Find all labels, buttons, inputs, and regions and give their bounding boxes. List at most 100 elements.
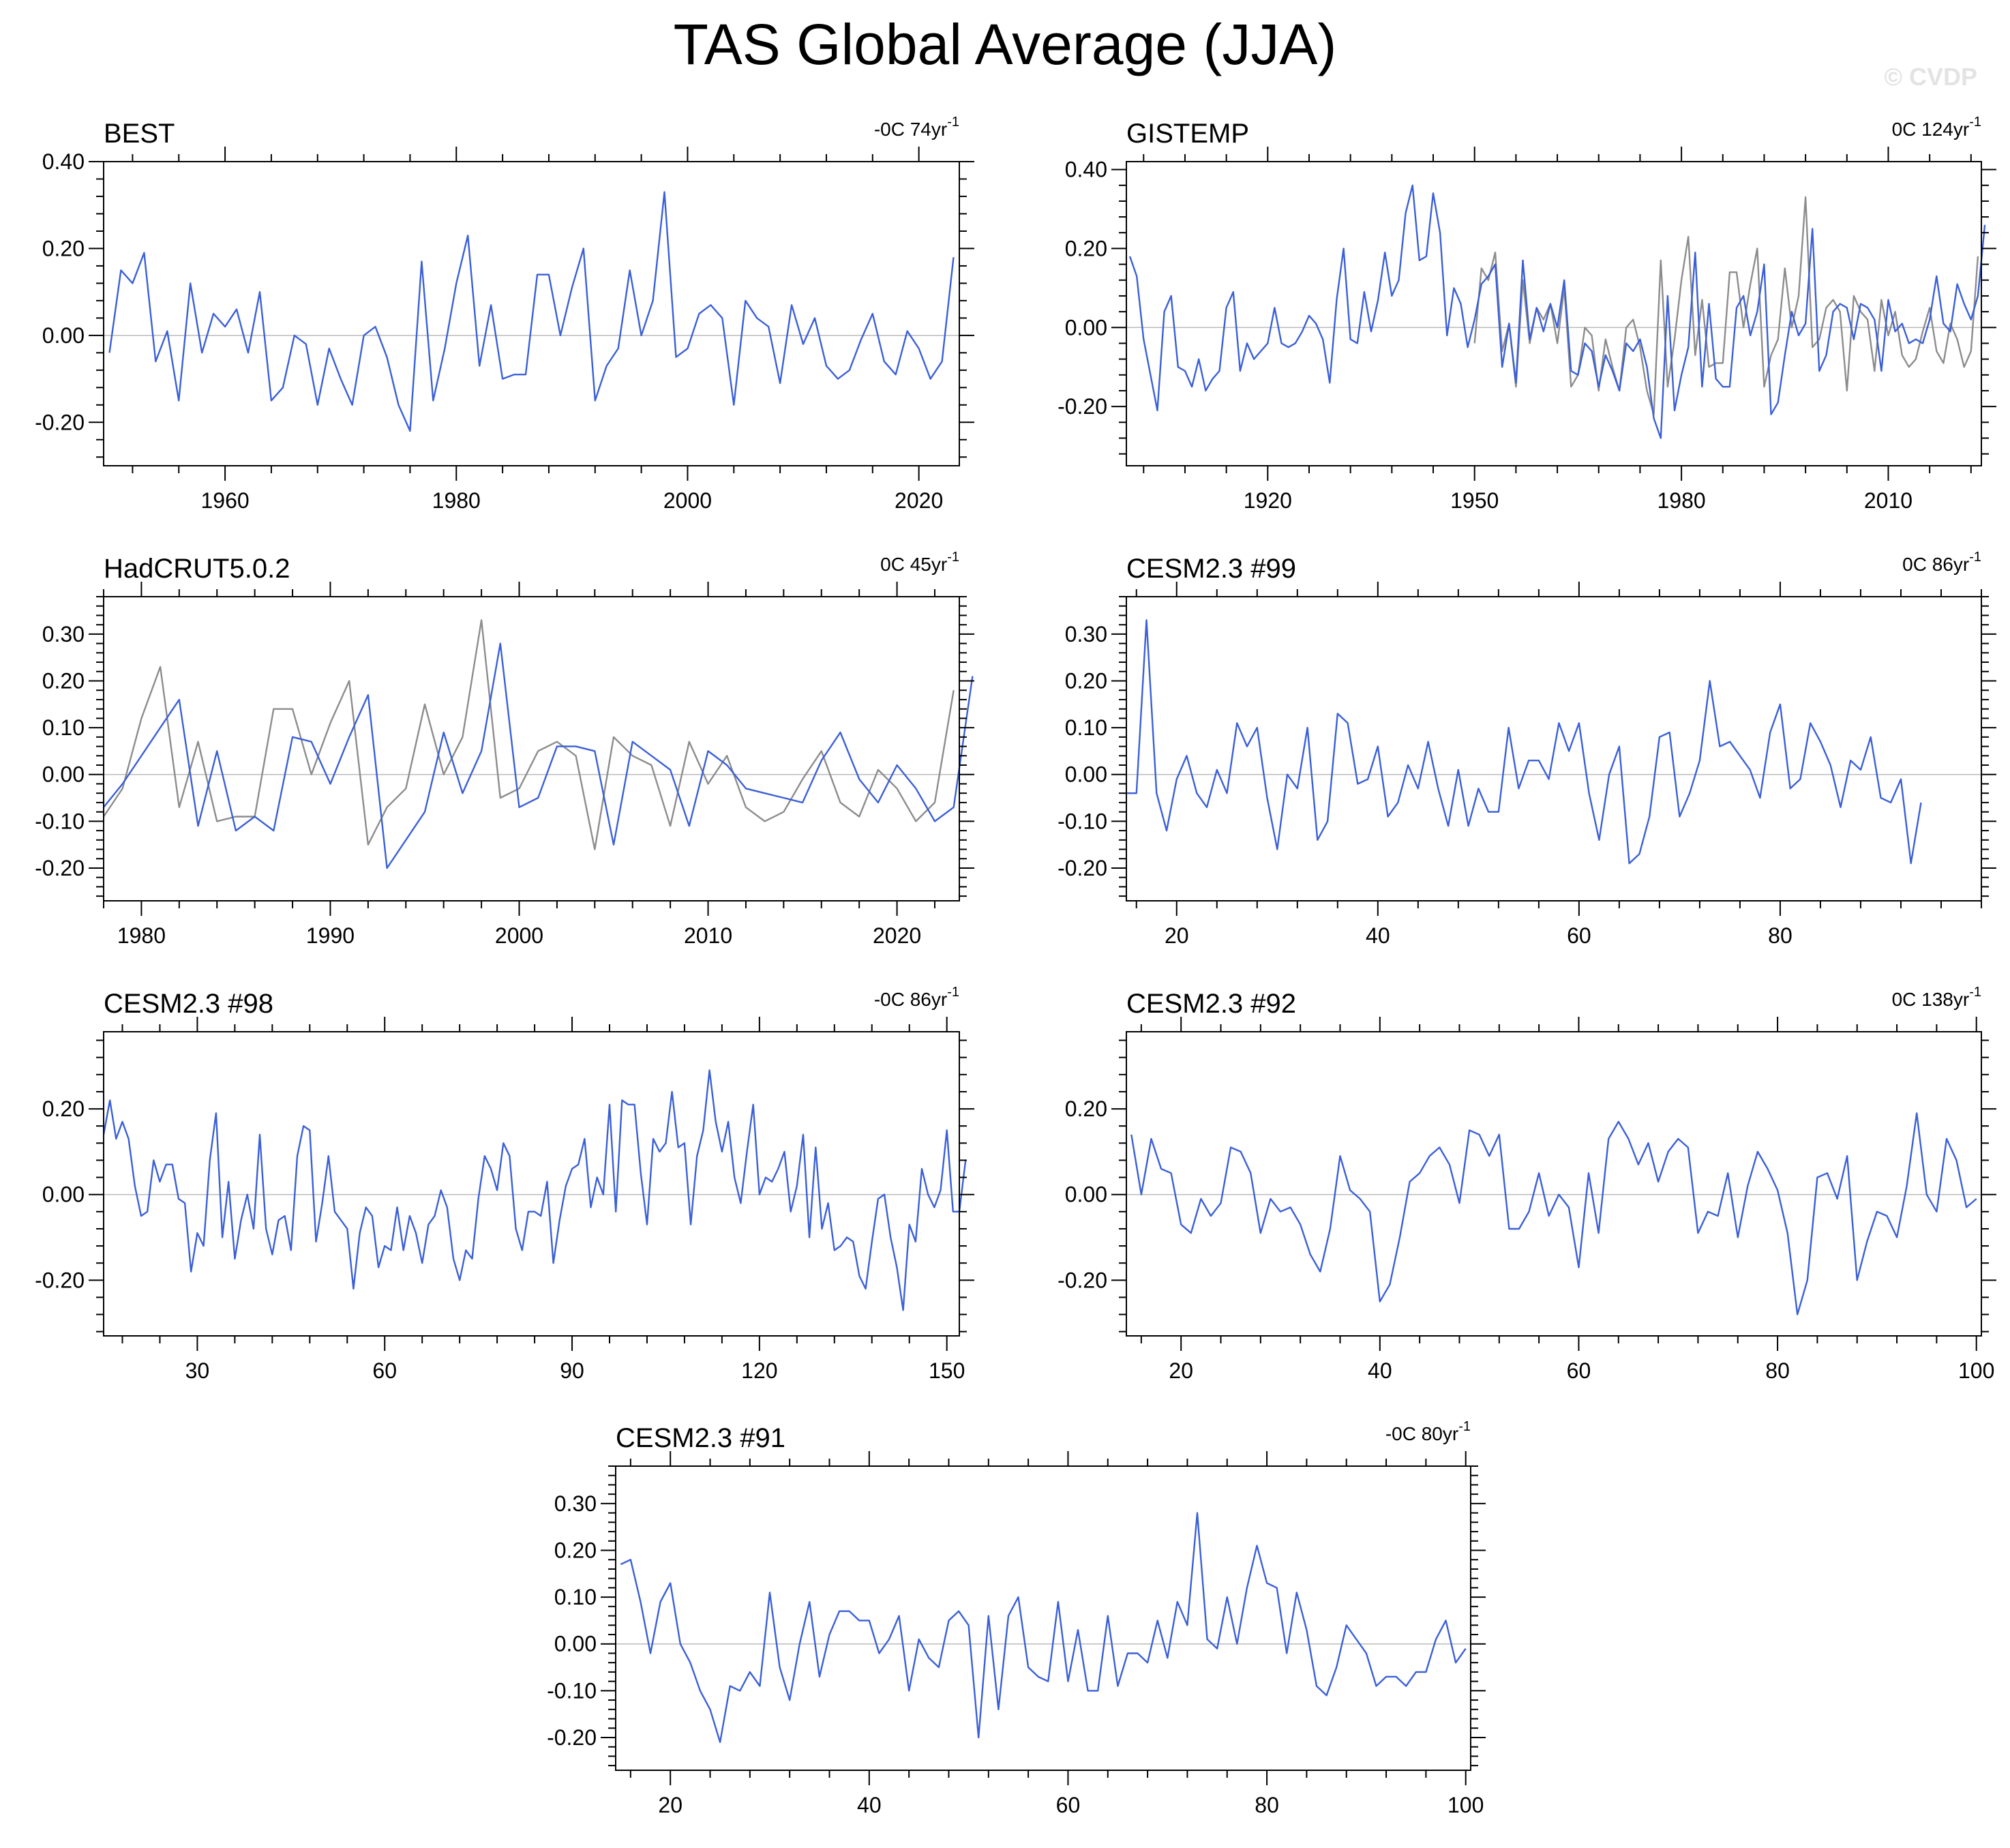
chart-panel: CESM2.3 #91 -0C 80yr-1 20 40 60 80 100 -0.20 -0.… — [547, 1419, 1486, 1817]
x-tick-label: 1980 — [117, 923, 166, 948]
trend-exponent: -1 — [947, 985, 959, 1000]
y-tick-label: 0.20 — [1065, 1097, 1107, 1121]
y-tick-label: 0.30 — [554, 1491, 597, 1516]
x-tick-label: 100 — [1448, 1793, 1484, 1817]
x-tick-label: 150 — [929, 1358, 965, 1383]
y-tick-label: 0.00 — [1065, 762, 1107, 787]
y-tick-label: 0.20 — [42, 669, 85, 694]
x-tick-label: 60 — [1567, 923, 1591, 948]
x-tick-label: 40 — [857, 1793, 882, 1817]
y-tick-label: -0.20 — [1058, 1268, 1107, 1292]
y-tick-label: -0.20 — [1058, 394, 1107, 419]
trend-exponent: -1 — [1969, 115, 1981, 130]
x-tick-label: 20 — [1165, 923, 1189, 948]
series-line-hadcrut5-0-2 — [103, 642, 974, 869]
y-tick-label: 0.00 — [1065, 315, 1107, 340]
chart-panel: HadCRUT5.0.2 0C 45yr-1 1980 1990 2000 2010 202… — [35, 550, 974, 948]
y-tick-label: -0.20 — [1058, 856, 1107, 880]
x-tick-label: 40 — [1366, 923, 1390, 948]
watermark: © CVDP — [1884, 63, 1977, 91]
x-tick-label: 60 — [372, 1358, 397, 1383]
series-line-best — [108, 191, 955, 432]
y-tick-label: 0.00 — [1065, 1182, 1107, 1207]
series-line-best — [1473, 196, 1979, 415]
y-tick-label: -0.20 — [547, 1725, 597, 1750]
y-tick-label: 0.40 — [1065, 158, 1107, 182]
y-tick-label: 0.30 — [1065, 622, 1107, 646]
panel-title: CESM2.3 #92 — [1126, 989, 1296, 1019]
panel-title: CESM2.3 #99 — [1126, 554, 1296, 584]
panel-trend-label: -0C 86yr-1 — [874, 985, 959, 1010]
series-line-cesm2-3-92 — [1130, 1112, 1977, 1315]
series-line-cesm2-3-99 — [1126, 619, 1922, 865]
y-tick-label: 0.00 — [42, 323, 85, 348]
series-line-cesm2-3-91 — [620, 1512, 1467, 1744]
x-tick-label: 2000 — [663, 488, 712, 513]
panel-title: BEST — [104, 119, 175, 149]
x-tick-label: 1990 — [306, 923, 355, 948]
panel-trend-label: 0C 124yr-1 — [1892, 115, 1981, 140]
y-tick-label: 0.20 — [42, 1097, 85, 1121]
y-tick-label: 0.10 — [1065, 715, 1107, 740]
series-line-cesm2-3-98 — [102, 1069, 967, 1311]
plot-frame — [103, 1031, 960, 1337]
y-tick-label: 0.10 — [554, 1585, 597, 1609]
panel-title: HadCRUT5.0.2 — [104, 554, 290, 584]
x-tick-label: 20 — [658, 1793, 682, 1817]
x-tick-label: 90 — [560, 1358, 584, 1383]
x-tick-label: 60 — [1056, 1793, 1081, 1817]
panel-title: CESM2.3 #98 — [104, 989, 273, 1019]
y-tick-label: 0.00 — [42, 1182, 85, 1207]
trend-exponent: -1 — [947, 550, 959, 565]
y-tick-label: -0.10 — [35, 809, 85, 833]
y-tick-label: 0.20 — [554, 1538, 597, 1563]
chart-panel: CESM2.3 #98 -0C 86yr-1 30 60 90 120 150 -0.20 0.… — [35, 985, 974, 1383]
x-tick-label: 2000 — [495, 923, 543, 948]
x-tick-label: 80 — [1765, 1358, 1790, 1383]
series-line-gistemp — [1128, 184, 1986, 439]
trend-exponent: -1 — [1969, 985, 1981, 1000]
x-tick-label: 80 — [1255, 1793, 1279, 1817]
y-tick-label: -0.20 — [35, 1268, 85, 1292]
y-tick-label: -0.20 — [35, 410, 85, 434]
panel-trend-label: -0C 74yr-1 — [874, 115, 959, 140]
chart-panel: CESM2.3 #92 0C 138yr-1 20 40 60 80 100 -0.20 0.0… — [1058, 985, 1996, 1383]
plot-frame — [103, 596, 960, 901]
panel-trend-label: 0C 45yr-1 — [880, 550, 959, 575]
x-tick-label: 1980 — [432, 488, 481, 513]
trend-exponent: -1 — [1969, 550, 1981, 565]
x-tick-label: 2020 — [873, 923, 921, 948]
plot-frame — [103, 161, 960, 466]
y-tick-label: -0.10 — [547, 1678, 597, 1703]
x-tick-label: 80 — [1768, 923, 1792, 948]
plot-frame — [1126, 161, 1982, 466]
y-tick-label: -0.10 — [1058, 809, 1107, 833]
panel-title: GISTEMP — [1126, 119, 1249, 149]
x-tick-label: 1980 — [1657, 488, 1705, 513]
x-tick-label: 100 — [1958, 1358, 1994, 1383]
x-tick-label: 1960 — [200, 488, 249, 513]
trend-exponent: -1 — [947, 115, 959, 130]
plot-frame — [1126, 1031, 1982, 1337]
trend-exponent: -1 — [1458, 1419, 1471, 1434]
chart-panel: BEST -0C 74yr-1 1960 1980 2000 2020 -0.20 0.00 0… — [35, 115, 974, 513]
x-tick-label: 40 — [1368, 1358, 1392, 1383]
chart-panel: CESM2.3 #99 0C 86yr-1 20 40 60 80 -0.20 -0.10 0.… — [1058, 550, 1996, 948]
y-tick-label: 0.30 — [42, 622, 85, 646]
y-tick-label: 0.00 — [554, 1632, 597, 1656]
x-tick-label: 2010 — [1864, 488, 1912, 513]
panel-title: CESM2.3 #91 — [616, 1423, 785, 1453]
series-line-best — [103, 619, 955, 850]
y-tick-label: 0.40 — [42, 149, 85, 174]
x-tick-label: 1920 — [1244, 488, 1292, 513]
y-tick-label: 0.10 — [42, 715, 85, 740]
x-tick-label: 20 — [1169, 1358, 1193, 1383]
chart-panel: GISTEMP 0C 124yr-1 1920 1950 1980 2010 -0.20 0.… — [1058, 115, 1996, 513]
x-tick-label: 2020 — [895, 488, 943, 513]
figure-title: TAS Global Average (JJA) — [673, 12, 1337, 76]
x-tick-label: 1950 — [1450, 488, 1499, 513]
plot-frame — [1126, 596, 1982, 901]
panel-trend-label: 0C 138yr-1 — [1892, 985, 1981, 1010]
x-tick-label: 60 — [1567, 1358, 1591, 1383]
